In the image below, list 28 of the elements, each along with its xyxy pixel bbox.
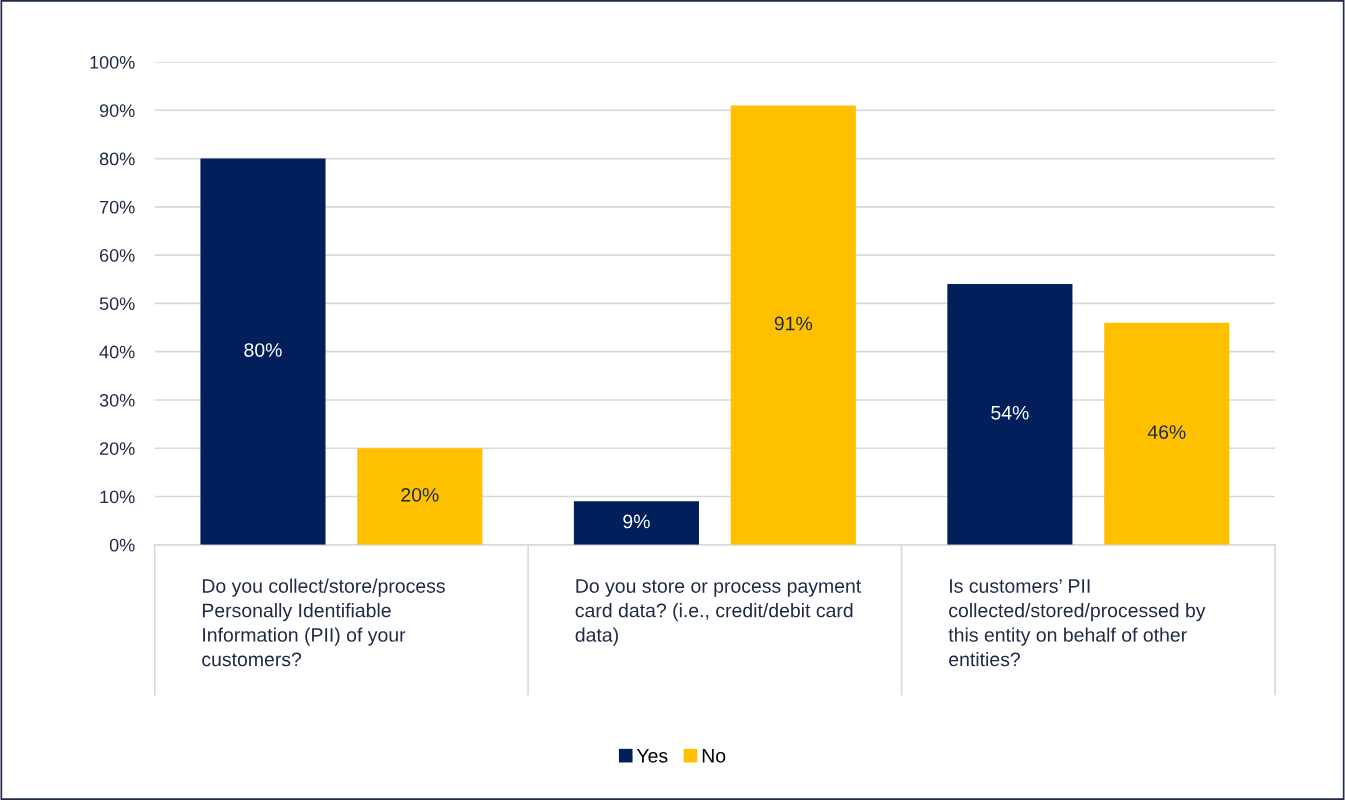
data-label: 9%	[623, 514, 650, 529]
y-tick-label: 30%	[99, 393, 135, 407]
y-tick-label: 40%	[99, 345, 135, 359]
bar	[200, 158, 326, 545]
y-tick-label: 60%	[100, 249, 135, 262]
legend-label: No	[702, 749, 726, 763]
data-label: 91%	[774, 316, 813, 331]
bar	[573, 501, 699, 545]
data-label: 54%	[991, 405, 1029, 420]
data-label: 80%	[244, 343, 282, 357]
x-tick-label: Do you store or process payment card data? (i.e., credit/debit card data)	[575, 579, 862, 646]
bar	[357, 448, 483, 545]
bar	[730, 105, 856, 545]
bar	[947, 284, 1073, 545]
x-tick-label: Do you collect/store/process Personally Identifiable Information (PII) of your customers?	[202, 578, 445, 667]
x-tick-label: Is customers’ PII collected/stored/processed by this entity on behalf of other entities?	[948, 579, 1206, 667]
y-tick-label: 0%	[109, 538, 135, 552]
y-tick-label: 50%	[99, 297, 135, 311]
y-tick-label: 70%	[100, 200, 135, 214]
data-label: 20%	[401, 487, 439, 502]
data-label: 46%	[1147, 425, 1186, 439]
y-tick-label: 80%	[99, 152, 135, 166]
legend-label: Yes	[636, 749, 668, 763]
bar	[1104, 322, 1230, 545]
y-tick-label: 100%	[90, 55, 135, 69]
y-tick-label: 10%	[100, 490, 135, 504]
y-tick-label: 90%	[99, 104, 135, 117]
y-tick-label: 20%	[100, 442, 135, 455]
